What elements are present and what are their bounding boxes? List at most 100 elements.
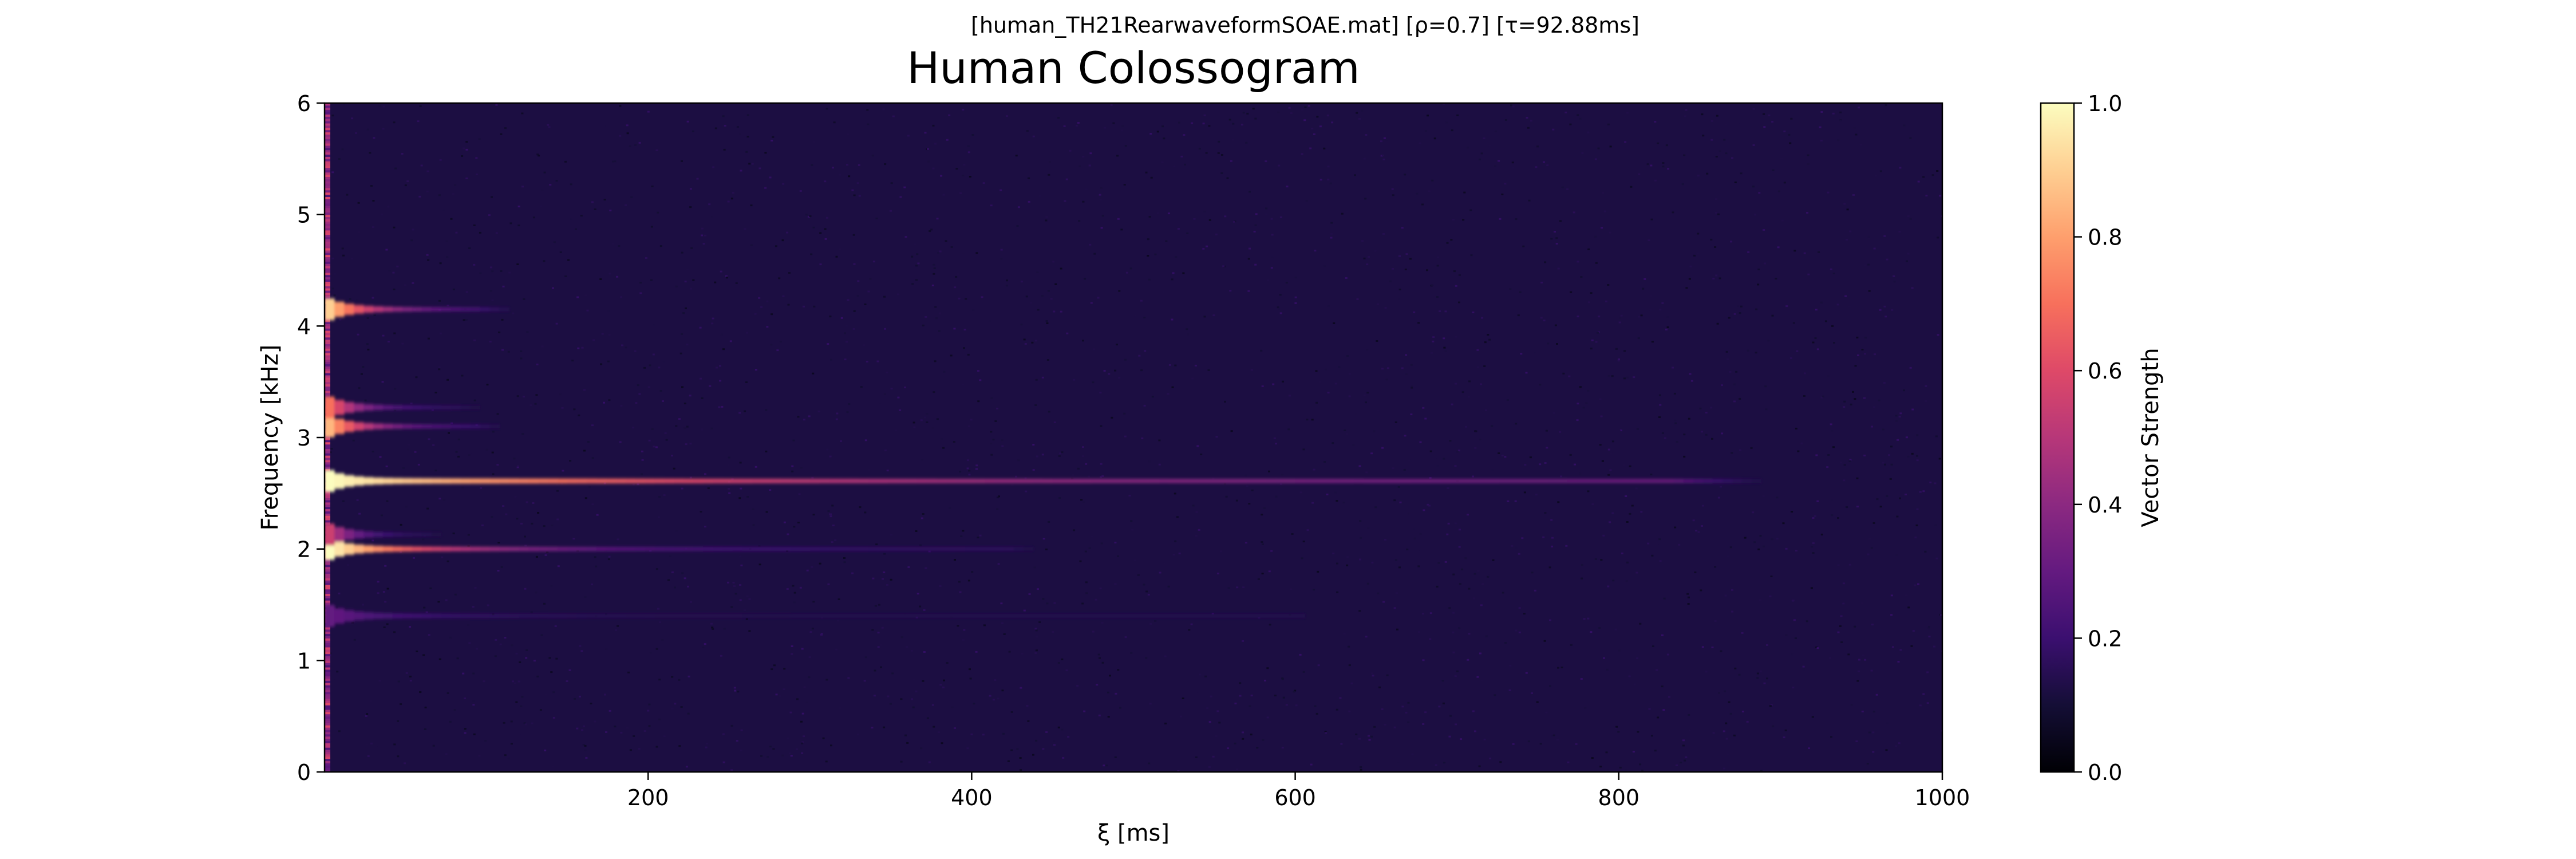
heatmap-speckle <box>1757 283 1760 286</box>
heatmap-speckle <box>331 115 334 117</box>
heatmap-speckle <box>609 210 612 212</box>
band-cell <box>470 307 480 312</box>
heatmap-speckle <box>904 236 907 238</box>
heatmap-speckle <box>926 413 929 415</box>
heatmap-speckle <box>734 689 737 692</box>
band-cell <box>363 477 374 485</box>
heatmap-speckle <box>1919 491 1922 493</box>
heatmap-speckle <box>385 465 388 467</box>
band-cell <box>1149 614 1160 618</box>
heatmap-speckle <box>1552 412 1555 414</box>
heatmap-speckle <box>357 202 360 204</box>
heatmap-speckle <box>1314 250 1317 252</box>
heatmap-speckle <box>877 632 880 634</box>
heatmap-speckle <box>1905 436 1908 439</box>
heatmap-speckle <box>689 188 692 190</box>
heatmap-speckle <box>511 644 513 647</box>
heatmap-speckle <box>641 459 644 461</box>
heatmap-speckle <box>1806 212 1809 214</box>
onset-cell <box>325 163 330 166</box>
heatmap-speckle <box>426 170 429 172</box>
heatmap-speckle <box>381 214 383 216</box>
onset-cell <box>325 139 330 141</box>
heatmap-speckle <box>1659 560 1662 562</box>
heatmap-speckle <box>710 427 713 430</box>
band-cell <box>489 308 500 312</box>
heatmap-speckle <box>1776 497 1779 499</box>
heatmap-speckle <box>1577 261 1579 263</box>
heatmap-speckle <box>1737 123 1740 125</box>
heatmap-speckle <box>1764 262 1767 265</box>
band-cell <box>363 531 374 538</box>
heatmap-speckle <box>556 518 559 521</box>
heatmap-speckle <box>1167 212 1170 215</box>
onset-cell <box>325 234 330 238</box>
heatmap-speckle <box>811 628 814 630</box>
heatmap-speckle <box>1625 769 1627 771</box>
band-cell <box>1499 479 1510 483</box>
band-cell <box>819 547 830 551</box>
heatmap-speckle <box>971 571 974 573</box>
heatmap-speckle <box>783 521 786 523</box>
heatmap-speckle <box>1605 751 1608 754</box>
heatmap-speckle <box>1419 533 1422 535</box>
band-cell <box>858 614 869 618</box>
heatmap-speckle <box>1053 310 1056 313</box>
heatmap-speckle <box>940 175 943 177</box>
heatmap-speckle <box>1794 637 1797 639</box>
heatmap-speckle <box>1480 152 1483 155</box>
band-cell <box>363 404 374 411</box>
heatmap-speckle <box>678 418 681 420</box>
heatmap-speckle <box>1411 387 1413 389</box>
heatmap-speckle <box>583 450 586 452</box>
band-cell <box>819 614 830 618</box>
heatmap-speckle <box>1140 300 1143 302</box>
heatmap-speckle <box>342 254 345 257</box>
heatmap-speckle <box>1368 256 1370 258</box>
heatmap-speckle <box>1198 148 1201 150</box>
heatmap-speckle <box>730 198 733 200</box>
heatmap-speckle <box>1315 401 1318 404</box>
heatmap-speckle <box>1607 375 1610 377</box>
heatmap-speckle <box>1108 373 1111 375</box>
heatmap-speckle <box>853 310 856 312</box>
heatmap-speckle <box>1759 535 1762 537</box>
heatmap-speckle <box>1247 290 1250 292</box>
heatmap-speckle <box>1428 505 1431 507</box>
band-cell <box>897 547 908 551</box>
heatmap-speckle <box>1840 615 1843 617</box>
heatmap-speckle <box>1193 218 1196 220</box>
heatmap-speckle <box>1938 458 1941 460</box>
onset-cell <box>325 161 330 164</box>
heatmap-speckle <box>1729 371 1732 373</box>
heatmap-speckle <box>495 232 498 234</box>
heatmap-speckle <box>362 604 365 606</box>
heatmap-speckle <box>1603 210 1606 212</box>
heatmap-speckle <box>710 622 713 625</box>
band-cell <box>382 424 393 429</box>
heatmap-speckle <box>605 731 607 733</box>
heatmap-speckle <box>1807 163 1809 165</box>
heatmap-speckle <box>729 340 732 342</box>
onset-cell <box>325 219 330 222</box>
heatmap-speckle <box>1804 751 1807 753</box>
heatmap-speckle <box>924 316 927 318</box>
band-cell <box>373 613 384 619</box>
heatmap-speckle <box>491 270 494 273</box>
heatmap-speckle <box>1714 246 1717 248</box>
heatmap-speckle <box>1396 628 1398 631</box>
heatmap-speckle <box>1411 753 1414 755</box>
heatmap-speckle <box>1657 716 1660 719</box>
band-cell <box>373 404 384 411</box>
heatmap-speckle <box>1784 729 1787 731</box>
heatmap-speckle <box>1042 538 1045 540</box>
heatmap-speckle <box>658 718 661 720</box>
heatmap-speckle <box>1444 561 1447 563</box>
heatmap-speckle <box>811 476 814 479</box>
heatmap-speckle <box>786 588 789 590</box>
heatmap-speckle <box>341 247 344 250</box>
y-tick-label: 3 <box>297 425 311 451</box>
heatmap-speckle <box>1005 285 1008 287</box>
heatmap-speckle <box>1105 765 1108 767</box>
